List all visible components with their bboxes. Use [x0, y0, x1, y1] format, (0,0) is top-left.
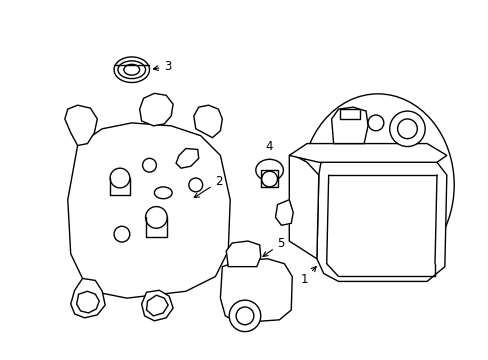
Ellipse shape — [154, 187, 172, 199]
Circle shape — [261, 171, 277, 187]
Ellipse shape — [114, 57, 149, 82]
Polygon shape — [193, 105, 222, 138]
Text: 1: 1 — [300, 267, 315, 286]
Polygon shape — [140, 93, 173, 126]
Circle shape — [236, 307, 253, 325]
Circle shape — [110, 168, 129, 188]
Circle shape — [367, 115, 383, 131]
Polygon shape — [316, 156, 446, 282]
Circle shape — [145, 207, 167, 228]
Polygon shape — [71, 278, 105, 318]
Circle shape — [114, 226, 129, 242]
Ellipse shape — [118, 61, 145, 78]
Ellipse shape — [301, 94, 453, 276]
Text: 3: 3 — [153, 60, 171, 73]
Circle shape — [188, 178, 202, 192]
Polygon shape — [289, 156, 318, 259]
Polygon shape — [340, 109, 360, 119]
Text: 2: 2 — [194, 175, 223, 198]
Polygon shape — [226, 241, 260, 267]
Text: 5: 5 — [263, 237, 285, 256]
Polygon shape — [289, 144, 446, 162]
Circle shape — [397, 119, 416, 139]
Polygon shape — [331, 107, 367, 144]
Polygon shape — [77, 291, 99, 313]
Polygon shape — [68, 123, 230, 298]
Ellipse shape — [255, 159, 283, 181]
Circle shape — [389, 111, 424, 147]
Polygon shape — [220, 259, 292, 323]
Polygon shape — [176, 148, 198, 168]
Circle shape — [229, 300, 260, 332]
Ellipse shape — [123, 64, 140, 75]
Polygon shape — [65, 105, 97, 145]
Polygon shape — [275, 200, 293, 225]
Polygon shape — [146, 295, 168, 316]
Circle shape — [142, 158, 156, 172]
Polygon shape — [142, 290, 173, 321]
Polygon shape — [260, 170, 278, 187]
Text: 4: 4 — [265, 140, 273, 166]
